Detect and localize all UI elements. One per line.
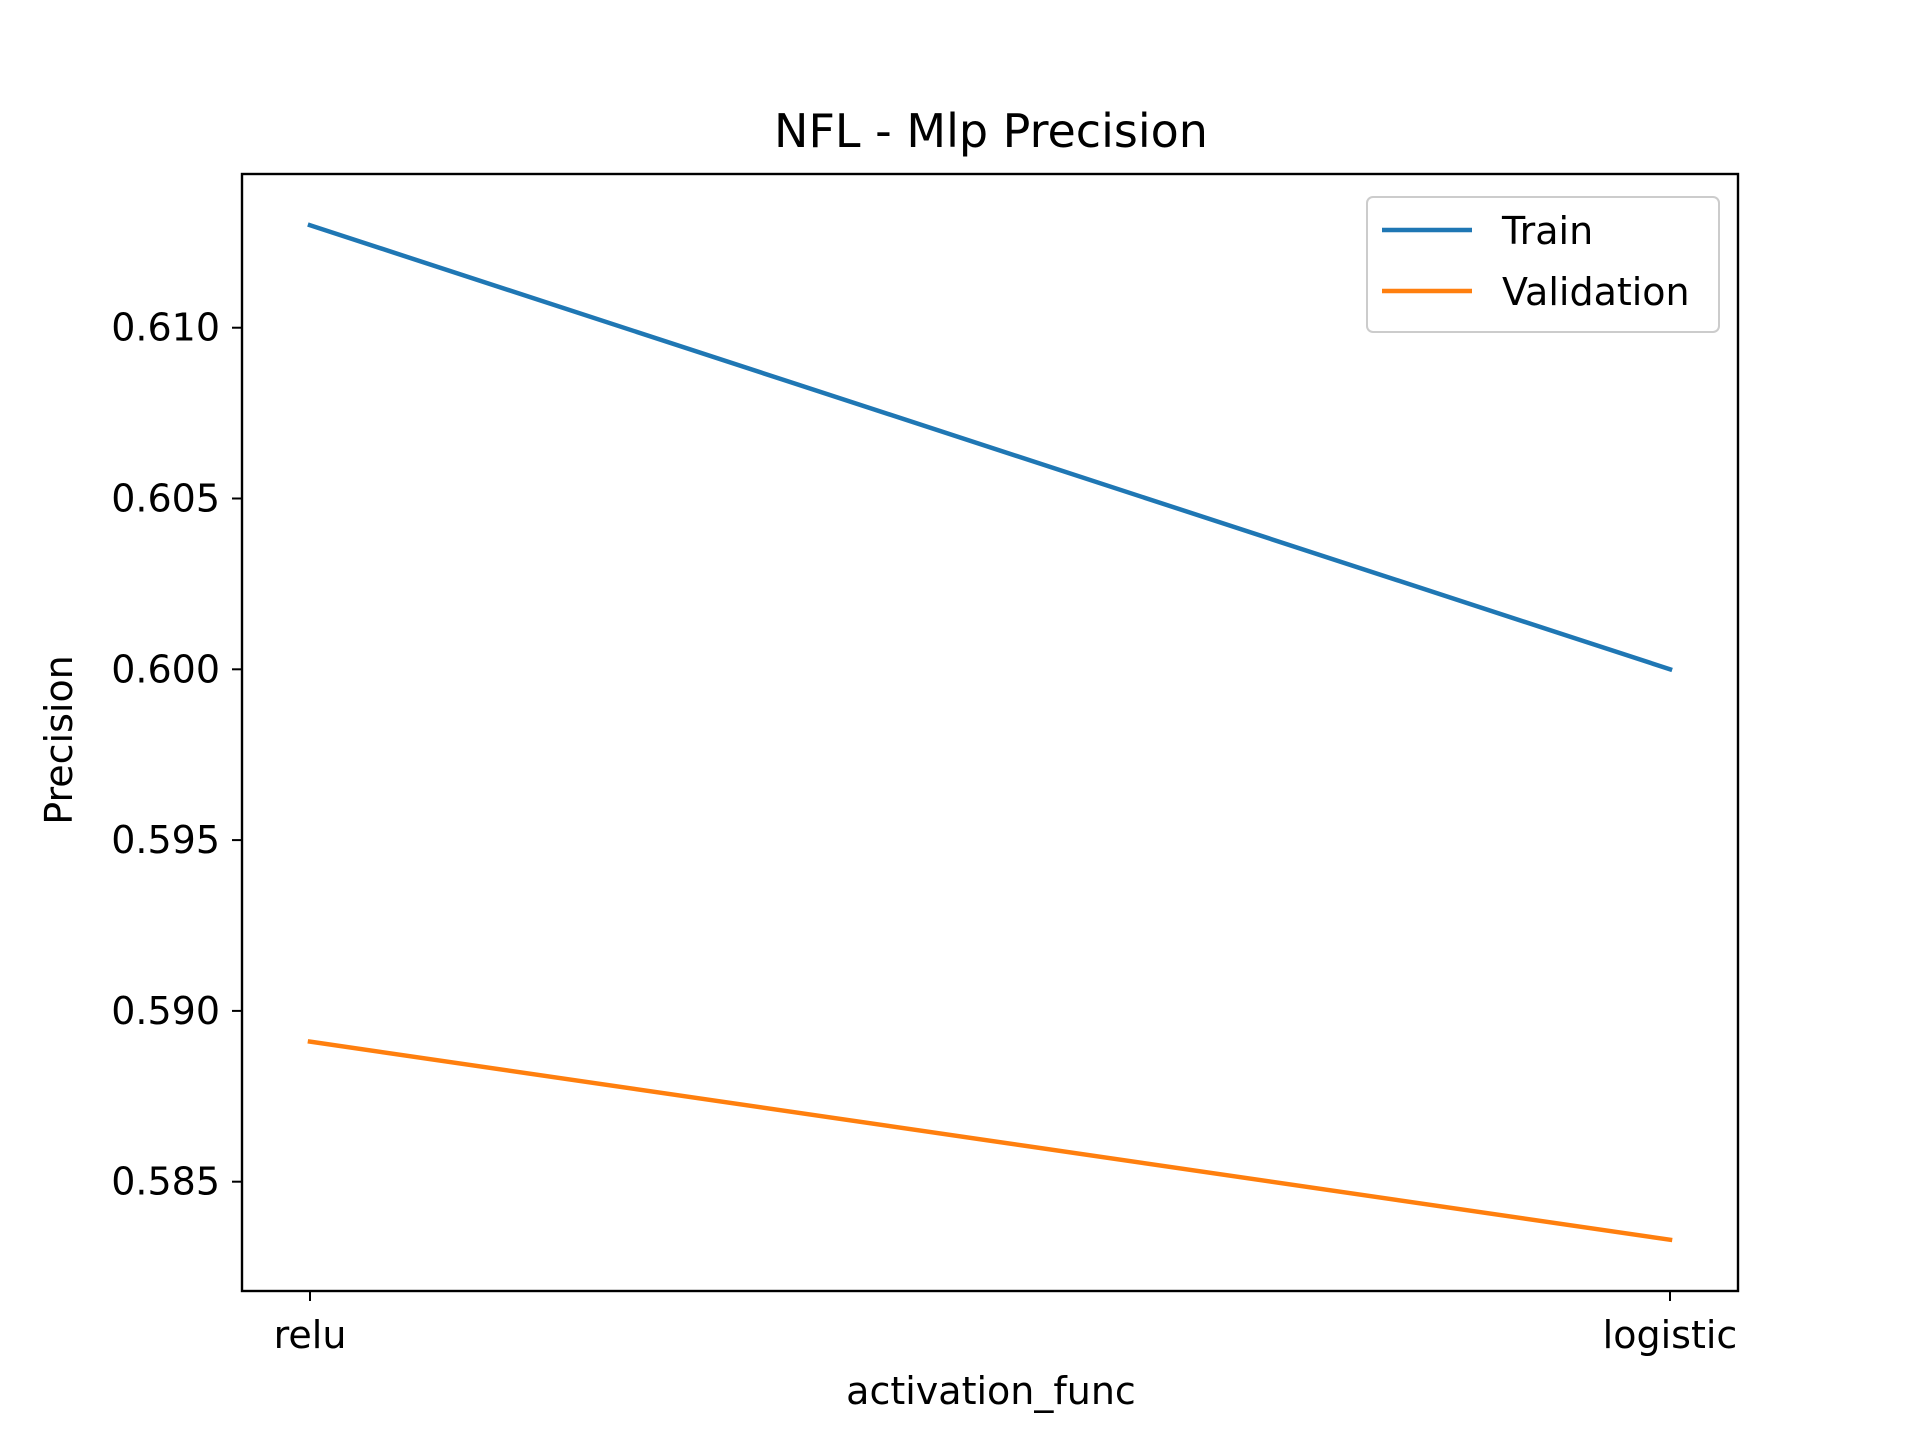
series-line-train [307, 222, 1673, 673]
series-lines [307, 222, 1673, 1243]
y-tick-label: 0.595 [111, 818, 220, 862]
plot-area [240, 172, 1740, 1293]
x-tick-label: relu [274, 1313, 347, 1357]
legend-label-validation: Validation [1502, 270, 1690, 314]
y-axis-label: Precision [37, 655, 81, 825]
axis-ticks: 0.585 0.590 0.595 0.600 0.605 0.610 relu logist… [111, 306, 1737, 1357]
plot-frame [240, 172, 1740, 1293]
legend-label-train: Train [1501, 209, 1593, 253]
legend: Train Validation [1366, 196, 1720, 333]
x-axis-label: activation_func [846, 1369, 1136, 1413]
y-tick-label: 0.605 [111, 477, 220, 521]
series-line-validation [307, 1039, 1673, 1243]
y-tick-label: 0.585 [111, 1160, 220, 1204]
y-tick-label: 0.590 [111, 989, 220, 1033]
chart-title: NFL - Mlp Precision [774, 104, 1208, 158]
y-tick-label: 0.610 [111, 306, 220, 350]
x-tick-label: logistic [1603, 1313, 1738, 1357]
y-tick-label: 0.600 [111, 647, 220, 691]
